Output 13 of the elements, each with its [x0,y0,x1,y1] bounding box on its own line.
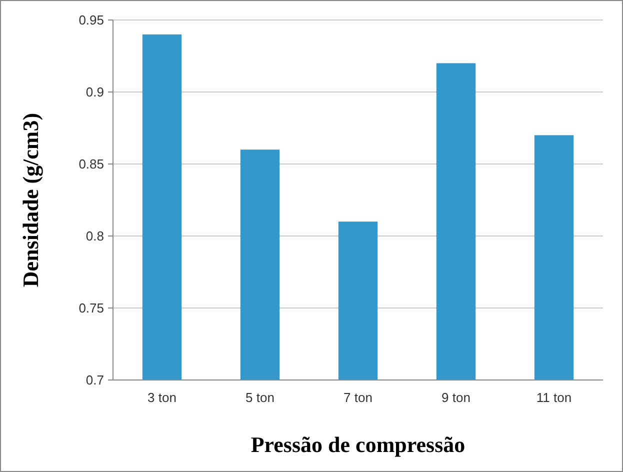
y-tick-label: 0.85 [78,156,104,172]
x-tick-label: 7 ton [344,390,372,405]
y-tick-label: 0.7 [86,372,104,388]
y-tick-label: 0.95 [78,12,104,28]
y-tick-label: 0.75 [78,300,104,316]
y-tick-label: 0.9 [86,84,104,100]
y-tick-label: 0.8 [86,228,104,244]
x-tick-label: 11 ton [536,390,572,405]
x-tick-label: 3 ton [148,390,176,405]
x-axis-title: Pressão de compressão [250,432,466,457]
y-axis-title: Densidade (g/cm3) [18,112,43,288]
x-tick-label: 9 ton [442,390,470,405]
x-tick-label: 5 ton [246,390,274,405]
